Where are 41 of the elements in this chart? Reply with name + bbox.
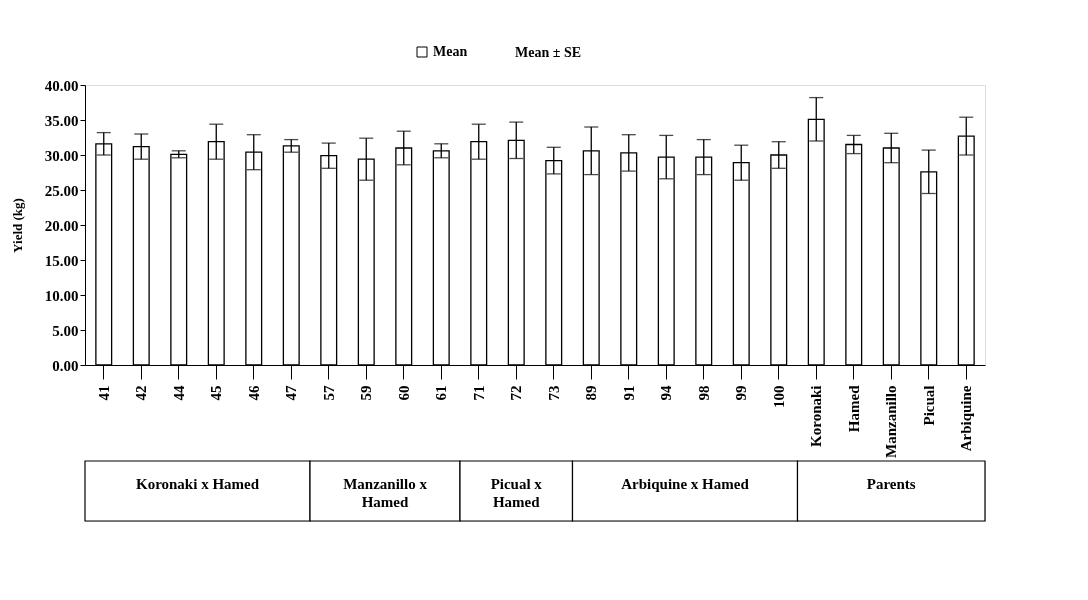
text: Manzanillo x Hamed: [343, 476, 428, 510]
y-tick-label: 25.00: [44, 182, 79, 199]
x-tick-label: 42: [133, 385, 150, 401]
y-tick-label: 35.00: [44, 112, 79, 129]
x-tick-label: 98: [695, 385, 712, 401]
x-tick-label: 60: [395, 385, 412, 401]
x-tick-label: Koronaki: [808, 385, 825, 447]
x-tick-label: 44: [170, 385, 187, 401]
x-tick-label: 41: [95, 385, 112, 401]
text: Parents: [866, 476, 916, 492]
y-tick-label: 30.00: [44, 147, 79, 164]
y-tick-label: 10.00: [44, 287, 79, 304]
text: Picual x Hamed: [490, 476, 543, 510]
x-tick-label: Hamed: [845, 384, 862, 433]
legend-label: Mean: [433, 44, 468, 59]
x-tick-label: 46: [245, 385, 262, 401]
x-tick-label: 57: [320, 385, 337, 401]
x-tick-label: 71: [470, 385, 487, 401]
text: Arbiquine x Hamed: [621, 476, 750, 492]
y-axis-title: Yield (kg): [9, 198, 25, 253]
text: Mean ± SE: [515, 45, 582, 60]
x-tick-label: 61: [433, 385, 450, 401]
y-tick-label: 15.00: [44, 252, 79, 269]
x-tick-label: 45: [208, 385, 225, 401]
x-tick-label: 89: [583, 385, 600, 401]
x-tick-label: 73: [545, 385, 562, 401]
y-tick-label: 5.00: [52, 322, 79, 339]
y-tick-label: 20.00: [44, 217, 79, 234]
x-tick-label: 100: [770, 385, 787, 408]
x-tick-label: 91: [620, 385, 637, 401]
x-tick-label: 72: [508, 385, 525, 401]
x-tick-label: 47: [283, 385, 300, 401]
x-tick-label: Arbiquine: [958, 385, 975, 452]
x-tick-label: Picual: [920, 385, 937, 426]
x-tick-label: 94: [658, 385, 675, 401]
x-tick-label: 99: [733, 385, 750, 401]
y-tick-label: 0.00: [52, 357, 79, 374]
y-tick-label: 40.00: [44, 77, 79, 94]
x-tick-label: Manzanillo: [883, 385, 900, 459]
x-tick-label: 59: [358, 385, 375, 401]
text: Koronaki x Hamed: [135, 476, 260, 492]
